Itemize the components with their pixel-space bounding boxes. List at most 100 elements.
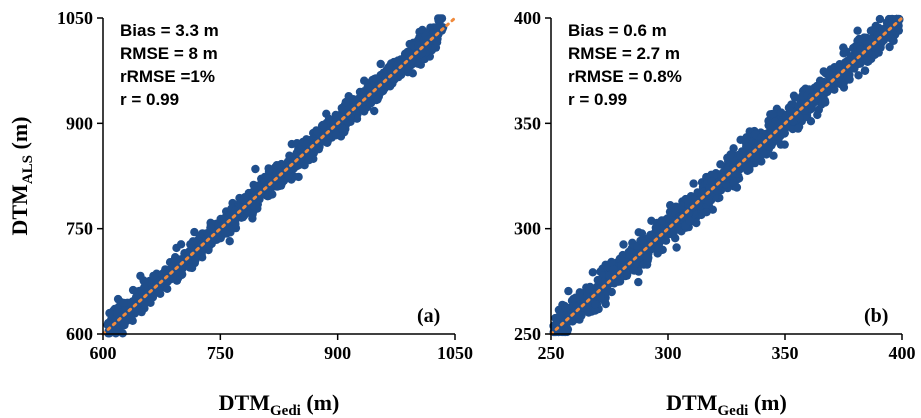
panel-a-point [112, 309, 122, 318]
panel-b-point [716, 160, 725, 169]
panel-a-point [313, 127, 322, 136]
panel-b-point [623, 270, 632, 279]
panel-a-point [185, 263, 195, 272]
panel-a-point [191, 255, 200, 264]
panel-b-point [839, 83, 849, 92]
panel-a-stats: Bias = 3.3 m RMSE = 8 m rRMSE =1% r = 0.99 [120, 21, 219, 109]
panel-a-x-tick-label: 1050 [437, 343, 473, 363]
panel-b-point [552, 318, 562, 327]
panel-b-point [854, 71, 863, 80]
panel-b-point [685, 216, 694, 226]
panel-a-point [376, 59, 385, 69]
panel-a-point [131, 293, 141, 302]
panel-a-point [140, 299, 149, 308]
panel-a-x-axis-label: DTMGedi (m) [219, 390, 340, 418]
panel-a-point [149, 271, 158, 281]
panel-a-point [140, 284, 149, 293]
panel-b-point [590, 300, 600, 309]
panel-a-point [190, 227, 199, 237]
panel-b-point [860, 66, 870, 76]
panel-a-point [341, 97, 350, 107]
panel-b-point [734, 150, 743, 160]
panel-b-point [767, 122, 776, 131]
panel-b-point [593, 275, 602, 285]
panel-b-point [768, 109, 777, 119]
panel-b-x-tick-label: 350 [772, 343, 799, 363]
panel-b-point [672, 243, 681, 252]
panel-a-point [318, 120, 328, 130]
panel-b-point [785, 106, 795, 115]
panel-a-point [322, 109, 331, 119]
panel-b-point [780, 129, 789, 138]
panel-a-point [329, 120, 338, 129]
panel-b-point [795, 113, 804, 123]
panel-b-point [806, 104, 816, 114]
panel-a-point [148, 293, 158, 302]
panel-b-x-tick-label: 300 [655, 343, 682, 363]
panel-b-point [743, 166, 752, 175]
panel-b-point [821, 98, 830, 107]
panel-b-point [726, 150, 735, 159]
panel-b-x-axis-label: DTMGedi (m) [666, 390, 787, 418]
panel-b-y-tick-label: 350 [514, 113, 541, 133]
panel-a-point [120, 306, 130, 315]
panel-a-point [215, 222, 224, 231]
panel-b-point [588, 268, 597, 277]
panel-a-point [417, 48, 427, 58]
panel-b-stats: Bias = 0.6 m RMSE = 2.7 m rRMSE = 0.8% r = … [568, 21, 682, 109]
panel-b-stat-line: Bias = 0.6 m [568, 21, 667, 40]
panel-b-point [821, 69, 830, 78]
panel-b-point [555, 311, 565, 320]
panel-a-y-tick-label: 1050 [57, 8, 93, 28]
panel-a-point [357, 104, 366, 113]
panel-b-stat-line: r = 0.99 [568, 90, 627, 109]
panel-a-point [272, 161, 281, 170]
panel-b-point [584, 308, 593, 317]
panel-a-x-tick-label: 900 [324, 343, 351, 363]
panel-b-y-tick-label: 300 [514, 219, 541, 239]
panel-a-point [268, 190, 277, 199]
panel-a-point [302, 139, 311, 149]
panel-b-point [702, 208, 711, 217]
panel-a-trendline [101, 16, 457, 336]
panel-a-point [373, 95, 382, 104]
panel-a-chart: 600 750 900 1050 600 750 900 1050 Bias = 3.3 m… [7, 8, 473, 418]
panel-a-point [283, 171, 293, 180]
panel-b-x-tick-label: 400 [889, 343, 916, 363]
panel-a-point [119, 298, 128, 308]
panel-b-point [561, 303, 570, 313]
panel-b-point [668, 226, 677, 235]
panel-a-point [221, 229, 231, 238]
panel-a-stat-line: rRMSE =1% [120, 67, 215, 86]
panel-a-y-tick-label: 600 [66, 324, 93, 344]
panel-a-stat-line: r = 0.99 [120, 90, 179, 109]
panel-b-point [732, 183, 742, 192]
panel-a-point [332, 131, 341, 140]
panel-b-point [639, 239, 649, 248]
panel-b-point [619, 240, 628, 249]
panel-a-point [230, 217, 240, 227]
panel-a-point [203, 239, 212, 248]
panel-a-label: (a) [417, 305, 440, 327]
panel-b-point [607, 257, 616, 267]
panel-a-stat-line: Bias = 3.3 m [120, 21, 219, 40]
panel-a-point [433, 23, 442, 32]
panel-b-stat-line: rRMSE = 0.8% [568, 67, 682, 86]
panel-a-y-tick-label: 750 [66, 219, 93, 239]
panel-b-point [853, 26, 862, 35]
panel-b-point [789, 91, 799, 100]
panel-b-point [591, 306, 600, 315]
panel-b-point [583, 300, 592, 309]
panel-a-point [333, 112, 342, 122]
panel-b-point [804, 85, 814, 94]
panel-a-point [225, 237, 234, 246]
panel-a-y-tick-label: 900 [66, 113, 93, 133]
panel-b-point [634, 277, 643, 287]
panel-b-point [596, 292, 605, 302]
panel-b-label: (b) [864, 305, 888, 327]
panel-b-x-tick-label: 250 [538, 343, 565, 363]
panel-a-point [384, 62, 393, 72]
panel-b-point [575, 288, 584, 297]
panel-b-point [630, 259, 639, 268]
